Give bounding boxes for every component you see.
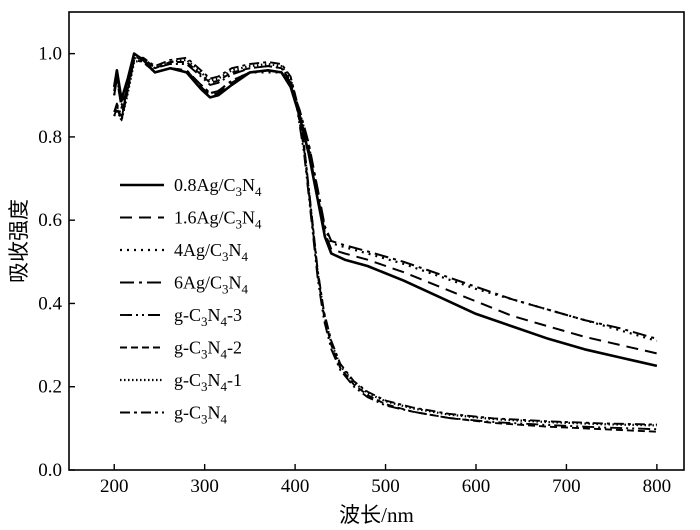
y-axis-ticks: 0.0 0.2 0.4 0.6 0.8 1.0 [38,44,75,481]
series-line-3 [113,56,658,342]
legend-label-7: g-C3N4-1 [174,370,242,394]
y-tick-label: 0.6 [38,210,62,231]
x-tick-label: 600 [462,476,491,497]
legend-label-6: g-C3N4-2 [174,338,242,362]
y-tick-label: 0.2 [38,377,62,398]
y-tick-label: 0.8 [38,127,62,148]
y-tick-label: 1.0 [38,44,62,65]
x-tick-label: 400 [281,476,310,497]
y-axis-label: 吸收强度 [7,199,31,283]
plot-lines [112,52,658,433]
series-line-4 [113,58,658,340]
y-tick-label: 0.0 [38,460,62,481]
series-line-8 [113,56,657,426]
legend-label-5: g-C3N4-3 [174,305,242,329]
legend-label-1: 0.8Ag/C3N4 [174,175,262,199]
x-tick-label: 500 [371,476,400,497]
x-tick-label: 200 [100,476,129,497]
x-tick-label: 800 [643,476,672,497]
legend: 0.8Ag/C3N4 1.6Ag/C3N4 4Ag/C3N4 6Ag/C3N4 g-C3… [120,175,262,427]
x-tick-label: 700 [552,476,581,497]
x-axis-label: 波长/nm [339,503,414,527]
x-tick-label: 300 [190,476,219,497]
y-tick-label: 0.4 [38,293,62,314]
series-line-6 [113,56,657,433]
legend-label-4: 6Ag/C3N4 [174,273,249,297]
plot-frame [68,11,685,471]
legend-label-8: g-C3N4 [174,403,228,427]
x-axis-ticks: 200 300 400 500 600 700 800 [100,464,671,497]
legend-label-2: 1.6Ag/C3N4 [174,208,262,232]
legend-label-3: 4Ag/C3N4 [174,240,249,264]
